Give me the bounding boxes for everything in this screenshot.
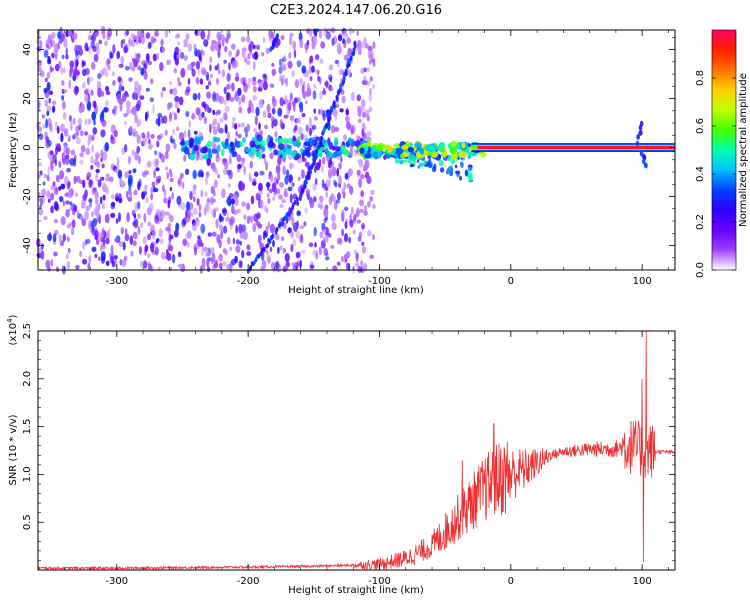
y-tick-label: 1.0 — [22, 466, 33, 482]
colorbar-label: Normalized spectral amplitude — [738, 73, 749, 227]
spectrogram-x-ticks: -300 -200 -100 0 100 — [37, 30, 669, 287]
snr-x-ticks: -300 -200 -100 0 100 — [37, 331, 669, 587]
snr-frame — [37, 330, 676, 571]
x-tick-label: -100 — [368, 276, 391, 287]
colorbar-tick-label: 0.0 — [695, 262, 706, 278]
x-tick-label: 100 — [633, 276, 652, 287]
colorbar-frame — [711, 29, 737, 271]
y-tick-label: 0.5 — [22, 514, 33, 530]
snr-background — [38, 331, 675, 570]
x-tick-label: 0 — [508, 276, 514, 287]
y-tick-label: 40 — [22, 43, 33, 56]
spectrogram-heatmap — [36, 25, 675, 275]
figure-title: C2E3.2024.147.06.20.G16 — [270, 3, 442, 18]
spectrogram-y-ticks: -40 -20 0 20 40 — [22, 37, 675, 259]
spectrogram-frame — [37, 29, 676, 271]
y-tick-label: -40 — [22, 237, 33, 253]
snr-x-axis-label: Height of straight line (km) — [288, 585, 424, 596]
colorbar-tick-label: 0.6 — [695, 118, 706, 134]
snr-scale-label: (x104) — [6, 314, 19, 345]
spectrogram-y-axis-label: Frequency (Hz) — [8, 112, 19, 188]
colorbar-tick-label: 0.2 — [695, 214, 706, 230]
svg-text:(x104): (x104) — [6, 314, 19, 345]
colorbar: 0.0 0.2 0.4 0.6 0.8 Normalized spectral ampl… — [695, 29, 749, 278]
colorbar-ticks: 0.0 0.2 0.4 0.6 0.8 — [695, 70, 736, 278]
x-tick-label: -300 — [105, 576, 128, 587]
x-tick-label: 0 — [508, 576, 514, 587]
snr-y-axis-label: SNR (10 * v/v) — [8, 414, 19, 485]
x-tick-label: -200 — [237, 576, 260, 587]
colorbar-tick-label: 0.4 — [695, 166, 706, 182]
snr-panel: -300 -200 -100 0 100 0.5 1.0 1.5 2.0 2.5 Height … — [6, 314, 676, 596]
y-tick-label: 2.0 — [22, 371, 33, 387]
colorbar-gradient — [712, 30, 736, 270]
y-tick-label: 20 — [22, 92, 33, 105]
x-tick-label: -100 — [368, 576, 391, 587]
snr-series-line — [37, 330, 676, 571]
spectrogram-x-axis-label: Height of straight line (km) — [288, 285, 424, 296]
y-tick-label: -20 — [22, 188, 33, 204]
y-tick-label: 1.5 — [22, 419, 33, 435]
y-tick-label: 0 — [22, 144, 33, 150]
x-tick-label: -300 — [105, 276, 128, 287]
snr-scale-exponent: 4 — [6, 318, 14, 323]
colorbar-tick-label: 0.8 — [695, 70, 706, 86]
snr-scale-prefix: (x10 — [8, 323, 19, 346]
x-tick-label: 100 — [633, 576, 652, 587]
x-tick-label: -200 — [237, 276, 260, 287]
snr-y-ticks: 0.5 1.0 1.5 2.0 2.5 — [22, 323, 675, 561]
y-tick-label: 2.5 — [22, 323, 33, 339]
